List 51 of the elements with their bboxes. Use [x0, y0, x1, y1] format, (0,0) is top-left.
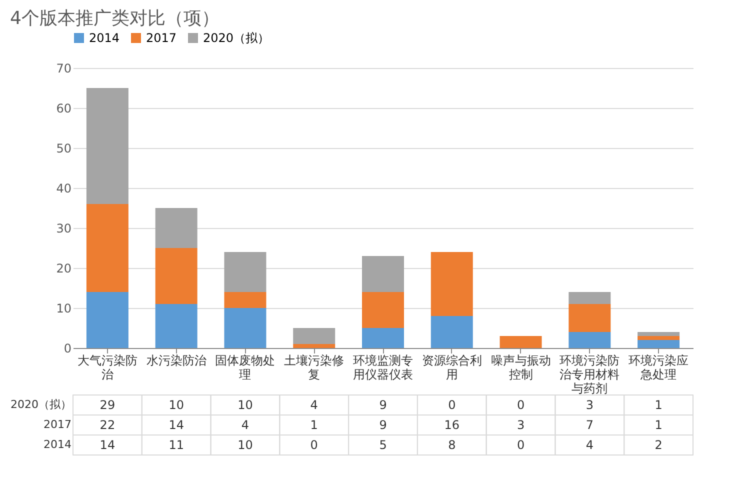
- legend-label: 2014: [89, 31, 120, 45]
- data-label: 0: [310, 438, 318, 452]
- data-label: 1: [654, 398, 662, 412]
- x-tick-label: 大气污染防治: [77, 354, 138, 382]
- y-tick-label: 20: [56, 262, 72, 276]
- x-tick-label: 噪声与振动控制: [490, 354, 551, 382]
- x-tick-label: 环境监测专用仪器仪表: [353, 354, 413, 382]
- data-label: 3: [516, 418, 525, 432]
- data-label: 11: [168, 438, 184, 452]
- y-tick-label: 50: [56, 142, 72, 156]
- data-label: 0: [516, 398, 525, 412]
- y-tick-label: 30: [56, 222, 72, 236]
- y-tick-label: 60: [56, 102, 72, 116]
- data-label: 10: [168, 398, 184, 412]
- y-tick-label: 0: [64, 342, 72, 356]
- data-label: 9: [379, 418, 387, 432]
- data-label: 1: [654, 418, 662, 432]
- data-label: 10: [238, 398, 253, 412]
- text: 2014: [44, 438, 72, 451]
- data-label: 29: [100, 398, 116, 412]
- data-label: 3: [586, 398, 594, 412]
- data-label: 7: [586, 418, 594, 432]
- data-label: 14: [100, 438, 116, 452]
- data-label: 1: [310, 418, 318, 432]
- x-tick-label: 土壤污染修复: [284, 354, 344, 382]
- x-tick-label: 固体废物处理: [215, 354, 276, 382]
- data-label: 9: [379, 398, 387, 412]
- legend-label: 2017: [146, 31, 177, 45]
- legend-label: 2020（拟）: [203, 31, 270, 45]
- y-tick-label: 40: [56, 182, 72, 196]
- data-label: 4: [586, 438, 594, 452]
- data-label: 4: [241, 418, 250, 432]
- data-label: 10: [238, 438, 253, 452]
- data-label: 22: [100, 418, 116, 432]
- text: 2020（拟）: [10, 398, 72, 411]
- data-label: 5: [379, 438, 387, 452]
- chart-title: 4个版本推广类对比（项）: [10, 8, 220, 29]
- data-label: 8: [448, 438, 456, 452]
- x-tick-label: 水污染防治: [146, 354, 206, 368]
- y-tick-label: 70: [56, 62, 72, 76]
- data-label: 14: [168, 418, 184, 432]
- x-tick-label: 环境污染防治专用材料与药剂: [560, 354, 620, 396]
- x-tick-label: 环境污染应急处理: [628, 354, 689, 382]
- data-label: 16: [444, 418, 460, 432]
- text: 2017: [44, 418, 72, 431]
- data-label: 2: [654, 438, 662, 452]
- data-label: 4: [310, 398, 318, 412]
- data-label: 0: [516, 438, 525, 452]
- x-tick-label: 资源综合利用: [422, 354, 482, 382]
- data-label: 0: [448, 398, 456, 412]
- y-tick-label: 10: [56, 302, 72, 316]
